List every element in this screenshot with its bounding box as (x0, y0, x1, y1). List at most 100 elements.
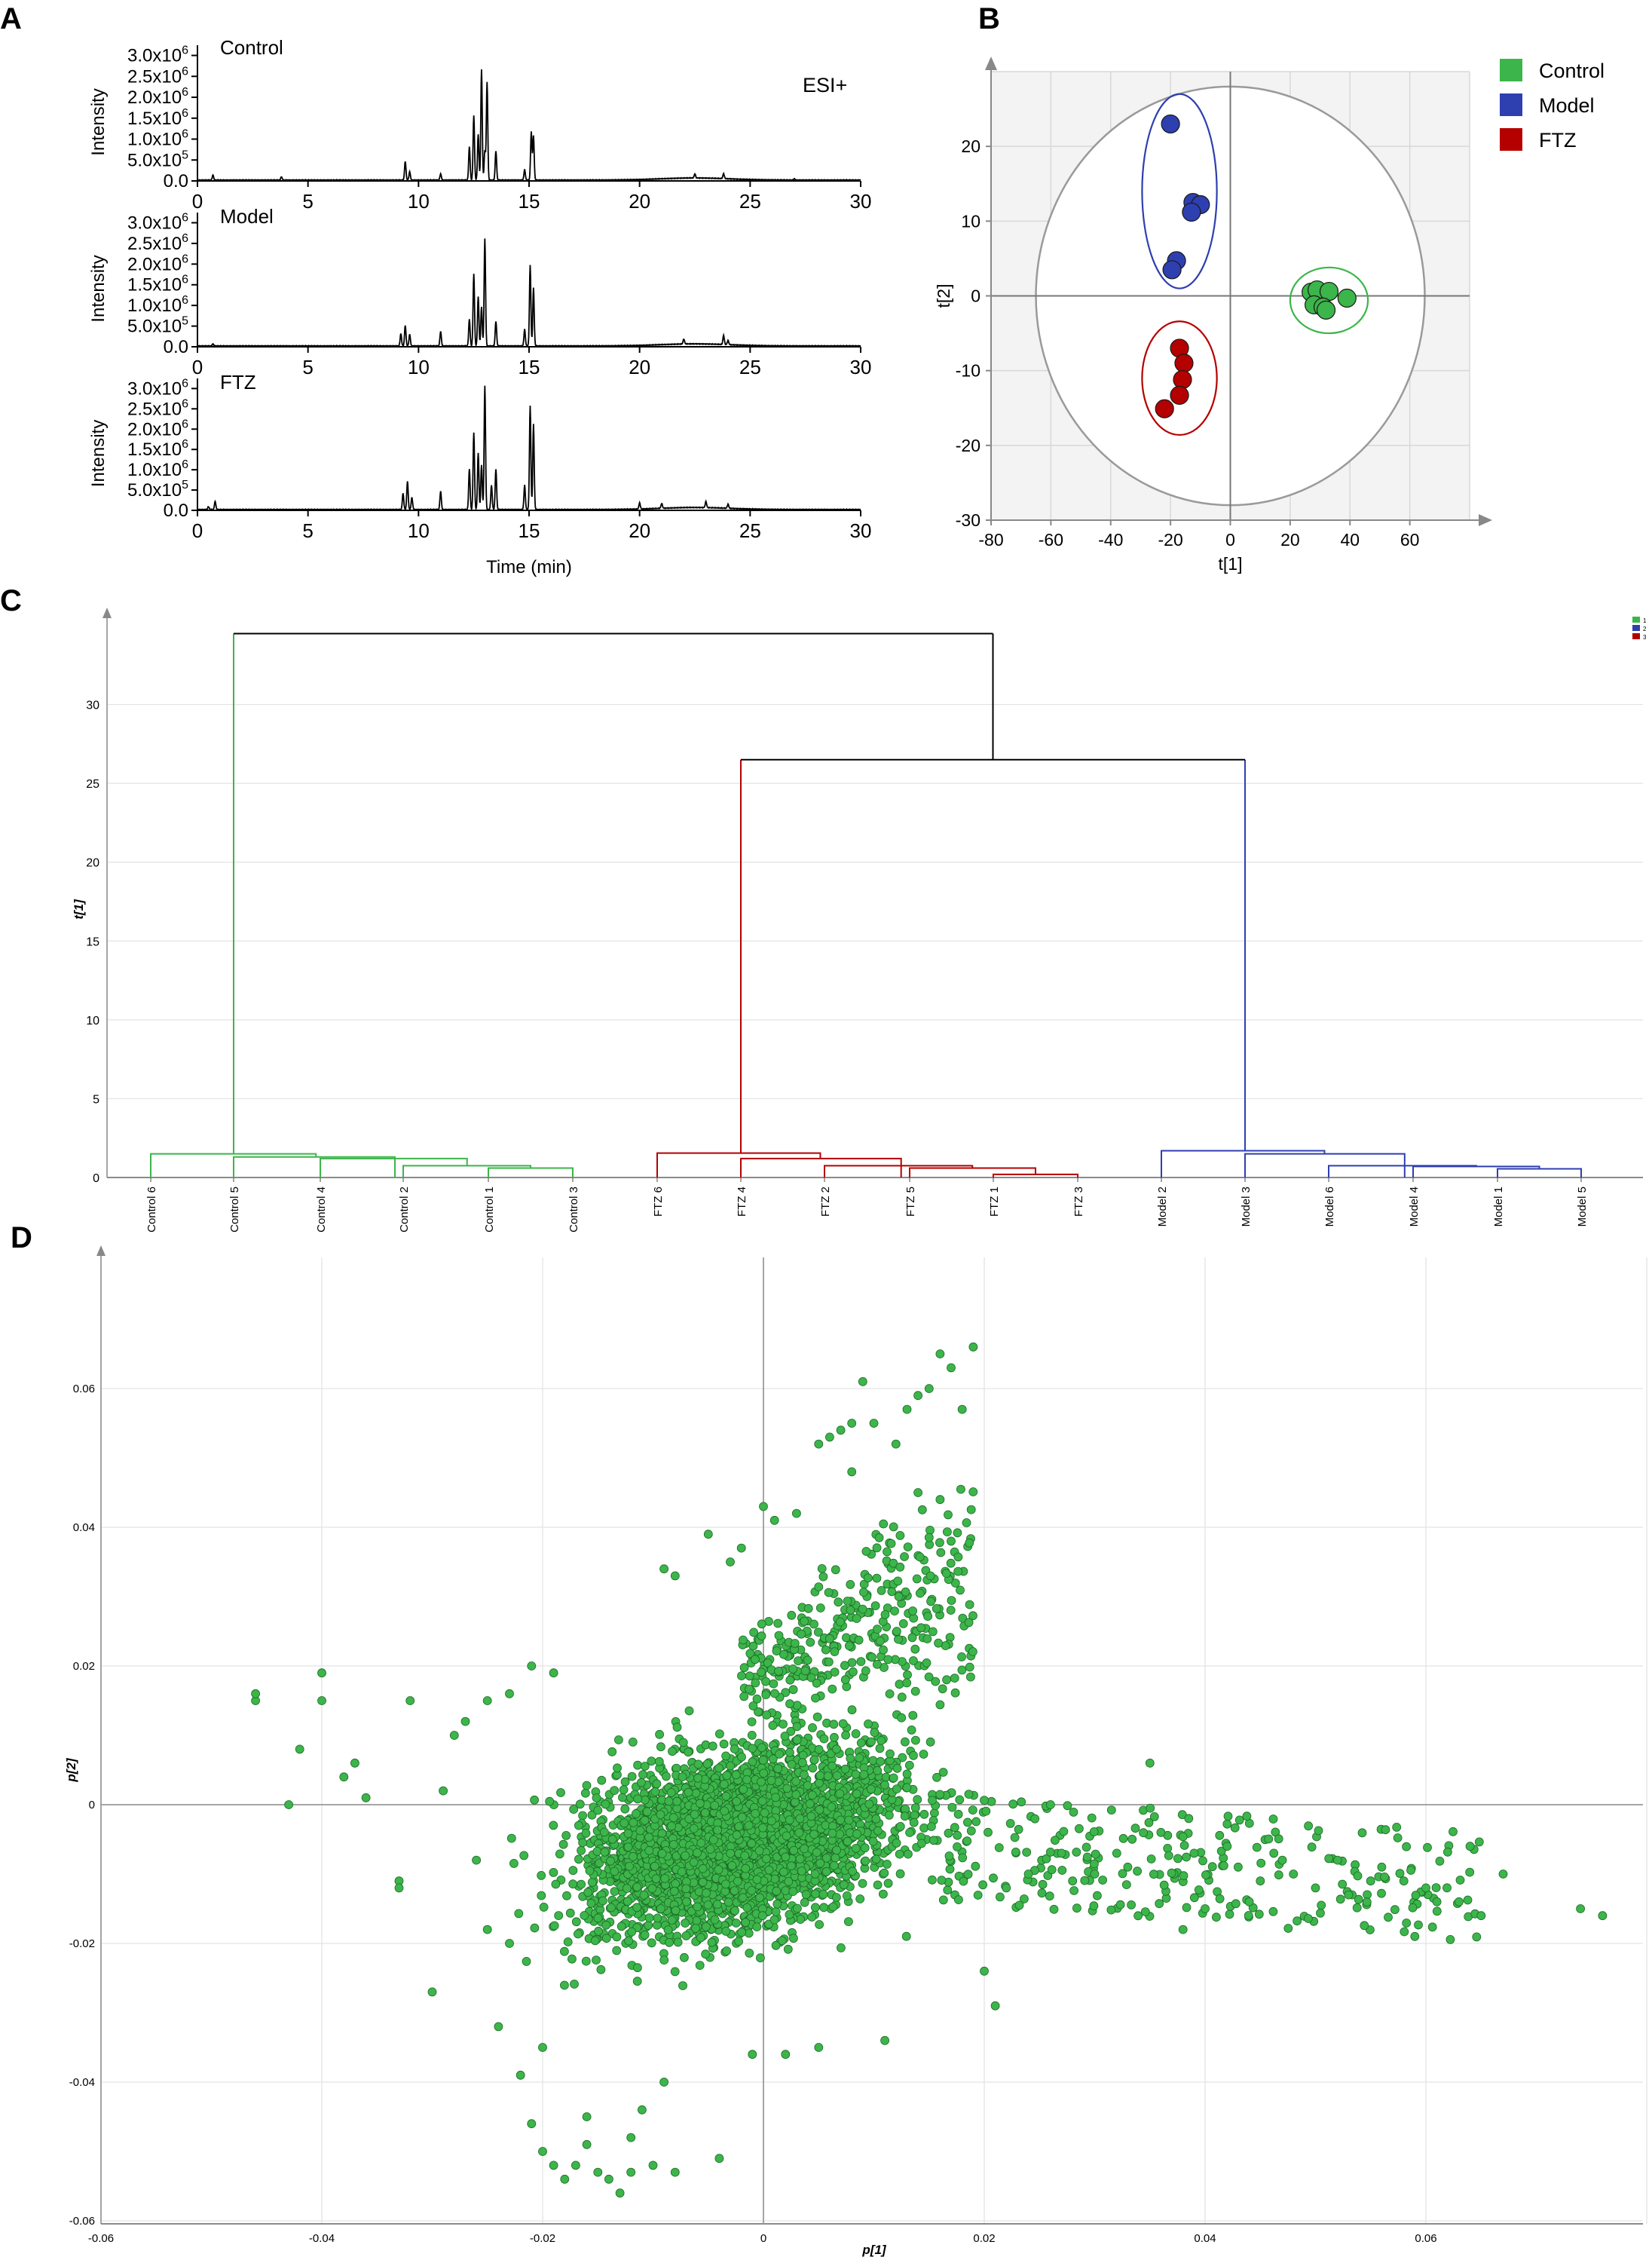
loading-point (842, 1633, 851, 1643)
y-axis-label: t[2] (934, 284, 953, 308)
dendrogram-link (656, 1152, 821, 1177)
loading-point (710, 1800, 720, 1810)
loading-point (801, 1890, 811, 1900)
loading-point (947, 1596, 956, 1606)
loading-point (815, 1778, 824, 1788)
loading-point (889, 1773, 898, 1783)
loading-point (886, 1539, 896, 1548)
loading-point (935, 1538, 944, 1548)
loading-point (1215, 1830, 1225, 1840)
loading-point (693, 1759, 703, 1769)
loading-point (698, 1877, 708, 1887)
loading-point (1038, 1879, 1048, 1889)
loading-point (538, 2043, 547, 2052)
loading-point (766, 1665, 776, 1675)
loading-point (889, 1522, 898, 1532)
loading-point (1442, 1883, 1452, 1893)
legend-swatch (1632, 633, 1640, 639)
loading-point (1091, 1849, 1100, 1859)
loading-point (295, 1744, 304, 1754)
loading-point (1264, 1834, 1274, 1844)
loading-point (1366, 1876, 1375, 1886)
loading-point (1030, 1814, 1040, 1824)
loading-point (613, 1763, 622, 1773)
loading-point (788, 1685, 798, 1695)
loading-point (869, 1419, 879, 1428)
loading-point (601, 1934, 611, 1943)
loading-point (554, 1911, 564, 1921)
loading-point (935, 1349, 945, 1358)
loading-point (1046, 1800, 1055, 1809)
loading-point (836, 1815, 846, 1825)
loading-point (943, 1527, 952, 1536)
loading-point (1163, 1843, 1173, 1853)
loading-point (736, 1543, 746, 1553)
loading-point (841, 1730, 850, 1740)
loading-point (908, 1606, 917, 1615)
loading-point (912, 1574, 922, 1584)
loading-point (284, 1800, 294, 1809)
loading-point (752, 1922, 762, 1932)
leaf-label: FTZ 2 (819, 1187, 832, 1217)
loading-point (771, 1940, 781, 1950)
loading-point (698, 1863, 708, 1873)
loading-point (627, 1772, 637, 1781)
loading-point (633, 1963, 642, 1973)
loading-point (635, 1826, 645, 1836)
loading-point (883, 1879, 893, 1888)
loading-point (1395, 1869, 1405, 1879)
dendrogram-link (233, 1156, 396, 1177)
loading-point (1222, 1819, 1232, 1829)
loading-point (806, 1811, 816, 1821)
loading-point (555, 1849, 564, 1859)
loading-point (922, 1658, 932, 1667)
loading-point (629, 1851, 638, 1861)
loading-point (1431, 1883, 1441, 1893)
dendrogram-link (1328, 1165, 1477, 1177)
loading-point (895, 1849, 904, 1859)
loading-point (1474, 1837, 1484, 1847)
loading-point (936, 1548, 946, 1557)
loading-point (1402, 1842, 1411, 1851)
loading-point (742, 1775, 751, 1784)
panel-c-dendrogram: 0 5 10 15 20 25 30 t[1] Control 6 Control 5 Contro… (72, 608, 1647, 1233)
loading-point (1011, 1847, 1020, 1857)
loading-point (847, 1705, 857, 1715)
loading-point (639, 1890, 649, 1900)
loading-point (892, 1784, 901, 1794)
trace-ftz (197, 385, 861, 512)
loading-point (1201, 1904, 1210, 1913)
loading-point (932, 1603, 941, 1613)
loading-point (439, 1786, 448, 1796)
loading-point (1146, 1854, 1156, 1863)
loading-point (769, 1515, 779, 1525)
leaf-label: Model 1 (1492, 1187, 1505, 1226)
loading-point (682, 1897, 691, 1906)
loading-point (1139, 1828, 1148, 1838)
loading-point (590, 1936, 600, 1946)
loading-point (780, 1732, 790, 1741)
loading-point (1277, 1855, 1287, 1865)
loading-point (962, 1518, 971, 1527)
panel-d-loading-plot: -0.06 -0.04 -0.02 0 0.02 0.04 0.06 0.06 0.04 0.02… (64, 1245, 1647, 2257)
loading-point (968, 1647, 977, 1656)
loading-point (1269, 1848, 1279, 1858)
dendrogram-link (150, 1153, 317, 1177)
loading-point (1455, 1897, 1464, 1906)
loading-point (966, 1672, 975, 1682)
loading-point (903, 1670, 912, 1680)
legend-label: 2 (1643, 626, 1647, 632)
loading-point (947, 1802, 957, 1812)
loading-point (980, 1796, 989, 1805)
loading-point (932, 1772, 941, 1782)
loading-point (828, 1902, 838, 1912)
loading-point (774, 1631, 784, 1640)
loading-point (730, 1886, 739, 1896)
loading-point (937, 1876, 947, 1885)
loading-point (644, 1921, 653, 1930)
loading-point (530, 1923, 540, 1933)
loading-point (1014, 1824, 1023, 1834)
loading-point (824, 1588, 834, 1597)
loading-point (482, 1925, 492, 1934)
loading-point (873, 1765, 883, 1775)
